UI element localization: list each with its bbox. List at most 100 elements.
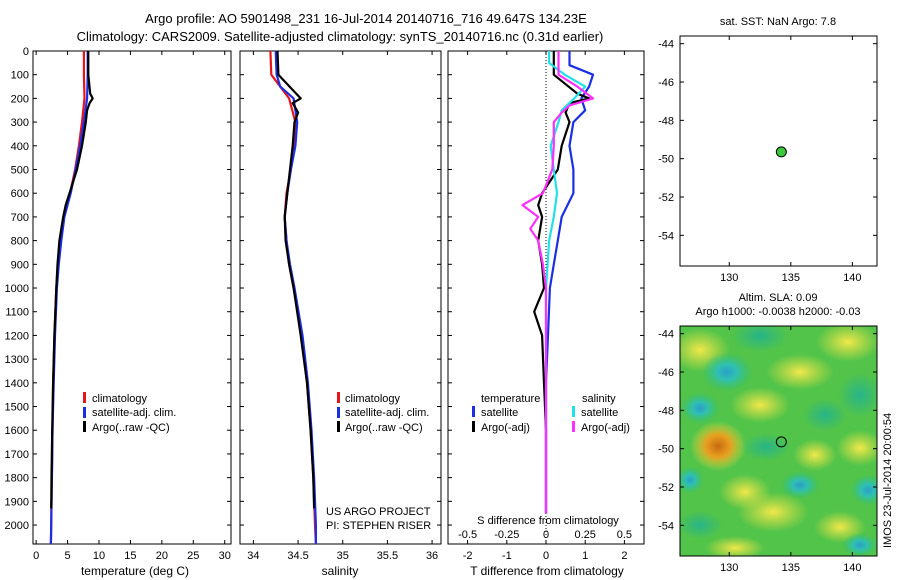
legend-swatch-s-argo xyxy=(572,421,575,432)
header-line-2: Climatology: CARS2009. Satellite-adjuste… xyxy=(77,29,604,44)
y-tick-label: 200 xyxy=(11,93,29,105)
map-y-tick-label: -50 xyxy=(658,154,674,166)
x-tick-label: 5 xyxy=(65,550,71,562)
y-tick-label: 300 xyxy=(11,117,29,129)
x-tick-label: 10 xyxy=(93,550,105,562)
x-tick-label: 15 xyxy=(124,550,136,562)
x-tick-label: 0 xyxy=(543,550,549,562)
float-position-marker xyxy=(775,436,787,448)
x-tick-label: 30 xyxy=(219,550,231,562)
series-line-t-argo-adj- xyxy=(533,51,591,514)
legend-label-climatology: climatology xyxy=(92,393,148,405)
x-tick-label: 20 xyxy=(156,550,168,562)
sla-title: Altim. SLA: 0.09 xyxy=(739,292,818,304)
legend-swatch-satellite-clim xyxy=(337,407,340,418)
legend-swatch-argo xyxy=(337,421,340,432)
legend-swatch-climatology xyxy=(337,392,340,403)
y-tick-label: 1900 xyxy=(5,496,29,508)
y-tick-label: 700 xyxy=(11,212,29,224)
y-tick-label: 900 xyxy=(11,259,29,271)
legend-title-temperature: temperature xyxy=(481,393,540,405)
y-tick-label: 1000 xyxy=(5,283,29,295)
x-tick-label: -1 xyxy=(502,550,512,562)
s-diff-tick-label: -0.25 xyxy=(494,529,519,541)
y-tick-label: 1300 xyxy=(5,354,29,366)
s-diff-tick-label: -0.5 xyxy=(458,529,477,541)
x-tick-label: 34.5 xyxy=(287,550,308,562)
x-tick-label: 1 xyxy=(582,550,588,562)
sst-title: sat. SST: NaN Argo: 7.8 xyxy=(720,16,836,28)
x-tick-label: 25 xyxy=(187,550,199,562)
legend-label-satellite-clim: satellite-adj. clim. xyxy=(92,407,176,419)
float-position-marker xyxy=(775,146,787,158)
x-tick-label: -2 xyxy=(463,550,473,562)
difference-legend: temperature satellite Argo(-adj) salinit… xyxy=(472,393,630,434)
s-diff-tick-label: 0.25 xyxy=(574,529,595,541)
sla-subtitle: Argo h1000: -0.0038 h2000: -0.03 xyxy=(695,306,860,318)
series-line-argo-raw-qc- xyxy=(276,50,316,509)
legend-label-satellite-clim: satellite-adj. clim. xyxy=(345,407,429,419)
legend-swatch-argo xyxy=(83,421,86,432)
map-y-tick-label: -52 xyxy=(658,192,674,204)
header-line-1: Argo profile: AO 5901498_231 16-Jul-2014… xyxy=(145,11,587,26)
legend-title-salinity: salinity xyxy=(582,393,616,405)
s-diff-tick-label: 0.5 xyxy=(617,529,632,541)
x-tick-label: 34 xyxy=(247,550,259,562)
y-tick-label: 1200 xyxy=(5,330,29,342)
map-y-tick-label: -50 xyxy=(658,444,674,456)
map-y-tick-label: -46 xyxy=(658,367,674,379)
legend-label-argo: Argo(..raw -QC) xyxy=(345,422,423,434)
legend-label-climatology: climatology xyxy=(345,393,401,405)
legend-swatch-climatology xyxy=(83,392,86,403)
map-y-tick-label: -44 xyxy=(658,329,674,341)
series-line-s-argo-adj- xyxy=(521,51,595,514)
legend-swatch-t-satellite xyxy=(472,406,475,417)
imos-credit: IMOS 23-Jul-2014 20:00:54 xyxy=(882,413,894,548)
x-tick-label: 35 xyxy=(337,550,349,562)
legend-label-t-argo: Argo(-adj) xyxy=(481,422,530,434)
legend-label-t-satellite: satellite xyxy=(481,407,518,419)
sla-map-frame xyxy=(679,325,878,557)
x-tick-label: 0 xyxy=(33,550,39,562)
series-line-climatology xyxy=(269,50,317,545)
y-tick-label: 1800 xyxy=(5,473,29,485)
map-x-tick-label: 140 xyxy=(843,562,861,574)
map-y-tick-label: -48 xyxy=(658,115,674,127)
y-tick-label: 2000 xyxy=(5,520,29,532)
s-diff-axis-label: S difference from climatology xyxy=(477,515,619,527)
map-y-tick-label: -54 xyxy=(658,520,674,532)
t-diff-axis-label: T difference from climatology xyxy=(470,564,624,578)
temperature-plot-frame xyxy=(32,50,232,545)
map-y-tick-label: -44 xyxy=(658,39,674,51)
x-tick-label: 2 xyxy=(621,550,627,562)
temperature-legend: climatology satellite-adj. clim. Argo(..… xyxy=(83,392,176,434)
y-tick-label: 800 xyxy=(11,236,29,248)
map-x-tick-label: 135 xyxy=(782,272,800,284)
y-tick-label: 1500 xyxy=(5,402,29,414)
y-tick-label: 100 xyxy=(11,70,29,82)
y-tick-label: 1700 xyxy=(5,449,29,461)
pi-credit: PI: STEPHEN RISER xyxy=(326,520,431,532)
map-x-tick-label: 135 xyxy=(782,562,800,574)
salinity-legend: climatology satellite-adj. clim. Argo(..… xyxy=(337,392,429,434)
salinity-axis-label: salinity xyxy=(322,564,359,578)
y-tick-label: 1600 xyxy=(5,425,29,437)
project-credit: US ARGO PROJECT xyxy=(326,506,431,518)
map-y-tick-label: -48 xyxy=(658,405,674,417)
legend-swatch-t-argo xyxy=(472,421,475,432)
y-tick-label: 400 xyxy=(11,141,29,153)
map-x-tick-label: 140 xyxy=(843,272,861,284)
y-tick-label: 600 xyxy=(11,188,29,200)
map-y-tick-label: -54 xyxy=(658,230,674,242)
sla-heatmap xyxy=(680,326,877,556)
legend-label-s-argo: Argo(-adj) xyxy=(581,422,630,434)
map-y-tick-label: -52 xyxy=(658,482,674,494)
y-tick-label: 0 xyxy=(23,46,29,58)
salinity-plot-frame xyxy=(239,50,442,545)
series-line-argo-raw-qc- xyxy=(50,51,94,509)
legend-label-argo: Argo(..raw -QC) xyxy=(92,422,170,434)
legend-swatch-s-satellite xyxy=(572,406,575,417)
x-tick-label: 35.5 xyxy=(377,550,398,562)
map-x-tick-label: 130 xyxy=(720,562,738,574)
